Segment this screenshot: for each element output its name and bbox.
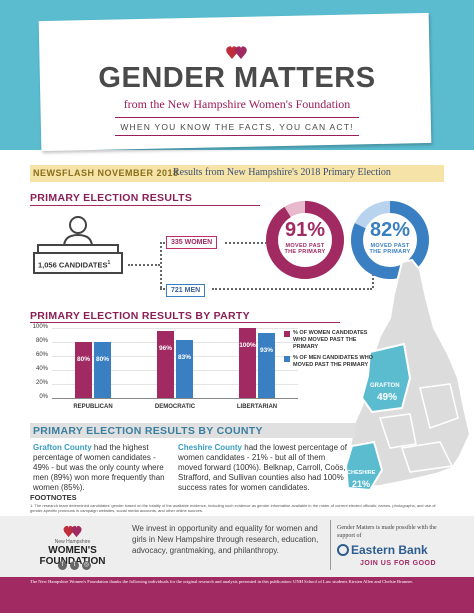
- category-label: REPUBLICAN: [73, 404, 113, 410]
- bar-value-label: 80%: [95, 356, 109, 363]
- bar-republican-men: [94, 342, 111, 398]
- newsflash-band: [30, 165, 444, 182]
- county-heading-band: [30, 423, 355, 438]
- county-heading: PRIMARY ELECTION RESULTS BY COUNTY: [33, 425, 263, 437]
- legend-women-swatch: [284, 331, 290, 337]
- primary-results-rule: [30, 205, 260, 206]
- legend-women-label: % OF WOMEN CANDIDATES WHO MOVED PAST THE…: [293, 330, 368, 350]
- newsflash-label: NEWSFLASH NOVEMBER 2018: [33, 168, 179, 178]
- instagram-icon[interactable]: ◎: [82, 561, 91, 570]
- facebook-icon[interactable]: f: [58, 561, 67, 570]
- sponsor-tagline: JOIN US FOR GOOD: [360, 560, 437, 567]
- sponsor-logo: Eastern Bank: [337, 543, 428, 557]
- eastern-bank-icon: [337, 544, 349, 556]
- page-title: GENDER MATTERS: [98, 62, 376, 94]
- y-tick-label: 20%: [35, 380, 48, 386]
- bar-democratic-men: [176, 339, 193, 398]
- y-tick-label: 0%: [39, 394, 48, 400]
- category-label: LIBERTARIAN: [236, 404, 278, 410]
- cheshire-map-label: CHESHIRE: [347, 470, 376, 476]
- bar-libertarian-women: [239, 328, 256, 398]
- grafton-county-text: Grafton County had the highest percentag…: [33, 443, 165, 492]
- connector-dots-main: [128, 264, 160, 266]
- bar-value-label: 80%: [76, 356, 90, 363]
- men-moved-label: MOVED PAST THE PRIMARY: [369, 243, 411, 255]
- gridline: [52, 384, 298, 385]
- gridline: [52, 342, 298, 343]
- women-donut-chart: [266, 201, 344, 279]
- footer-org-state: New Hampshire: [54, 539, 91, 545]
- cheshire-map-pct: 21%: [352, 479, 371, 489]
- connector-dots-vertical: [160, 242, 162, 288]
- party-heading: PRIMARY ELECTION RESULTS BY PARTY: [30, 310, 250, 322]
- bar-libertarian-men: [258, 332, 275, 398]
- cheshire-county-name: Cheshire County: [178, 443, 243, 452]
- category-label: DEMOCRATIC: [154, 404, 196, 410]
- bar-value-label: 96%: [158, 344, 172, 352]
- connector-dots-women: [160, 242, 168, 244]
- bar-republican-women: [75, 342, 92, 398]
- tagline-rule-top: [115, 117, 359, 118]
- grafton-county-name: Grafton County: [33, 443, 92, 452]
- women-percentage: 91%: [284, 219, 326, 241]
- cheshire-county-text: Cheshire County had the lowest percentag…: [178, 443, 347, 492]
- connector-dots-men-circle: [212, 288, 372, 290]
- footnote-1: 1. The research team determined candidat…: [30, 503, 436, 513]
- cheshire-county-shape: [344, 440, 384, 492]
- women-moved-label: MOVED PAST THE PRIMARY: [284, 243, 326, 255]
- gridline: [52, 328, 298, 329]
- bar-value-label: 93%: [259, 346, 273, 354]
- newsflash-text: Results from New Hampshire's 2018 Primar…: [173, 167, 391, 178]
- sponsor-note: Gender Matters is made possible with the…: [337, 525, 437, 539]
- tagline: WHEN YOU KNOW THE FACTS, YOU CAN ACT!: [120, 122, 354, 132]
- gridline: [52, 356, 298, 357]
- connector-dots-men-up: [372, 270, 374, 288]
- y-tick-label: 80%: [35, 338, 48, 344]
- grafton-county-shape: [360, 342, 412, 414]
- new-hampshire-map: [344, 258, 472, 492]
- sponsor-name: Eastern Bank: [351, 543, 428, 557]
- women-count-box: 335 WOMEN: [166, 236, 218, 249]
- legend-men-swatch: [284, 356, 290, 362]
- bar-value-label: 100%: [239, 342, 256, 349]
- grafton-map-label: GRAFTON: [370, 383, 400, 389]
- page-subtitle: from the New Hampshire Women's Foundatio…: [123, 97, 351, 111]
- y-tick-label: 100%: [32, 324, 48, 330]
- footer-mission: We invest in opportunity and equality fo…: [132, 524, 319, 555]
- tagline-rule-bottom: [115, 135, 359, 136]
- y-tick-label: 60%: [35, 352, 48, 358]
- footer-acknowledgment-band: [0, 577, 474, 613]
- connector-dots-men: [160, 288, 168, 290]
- primary-results-heading: PRIMARY ELECTION RESULTS: [30, 192, 193, 204]
- men-percentage: 82%: [369, 219, 411, 241]
- men-count-box: 721 MEN: [166, 284, 206, 297]
- bar-democratic-women: [157, 330, 174, 398]
- legend-men-label: % OF MEN CANDIDATES WHO MOVED PAST THE P…: [293, 355, 373, 368]
- total-candidates: 1,056 CANDIDATES1: [38, 260, 111, 270]
- gridline: [52, 398, 298, 399]
- social-icons: f t ◎: [58, 561, 91, 570]
- candidates-podium-icon: [33, 216, 123, 274]
- twitter-icon[interactable]: t: [70, 561, 79, 570]
- connector-dots-women-circle: [225, 242, 267, 244]
- party-rule: [30, 322, 340, 323]
- gridline: [52, 370, 298, 371]
- footer-divider: [330, 520, 331, 570]
- hearts-logo-icon: [226, 46, 247, 59]
- footer-hearts-icon: [63, 525, 82, 538]
- footnotes-heading: FOOTNOTES: [30, 493, 77, 502]
- y-tick-label: 40%: [35, 366, 48, 372]
- men-donut-chart: [351, 201, 429, 279]
- bar-value-label: 83%: [177, 353, 191, 361]
- footer-acknowledgment: The New Hampshire Women's Foundation tha…: [30, 579, 413, 584]
- grafton-map-pct: 49%: [377, 392, 398, 403]
